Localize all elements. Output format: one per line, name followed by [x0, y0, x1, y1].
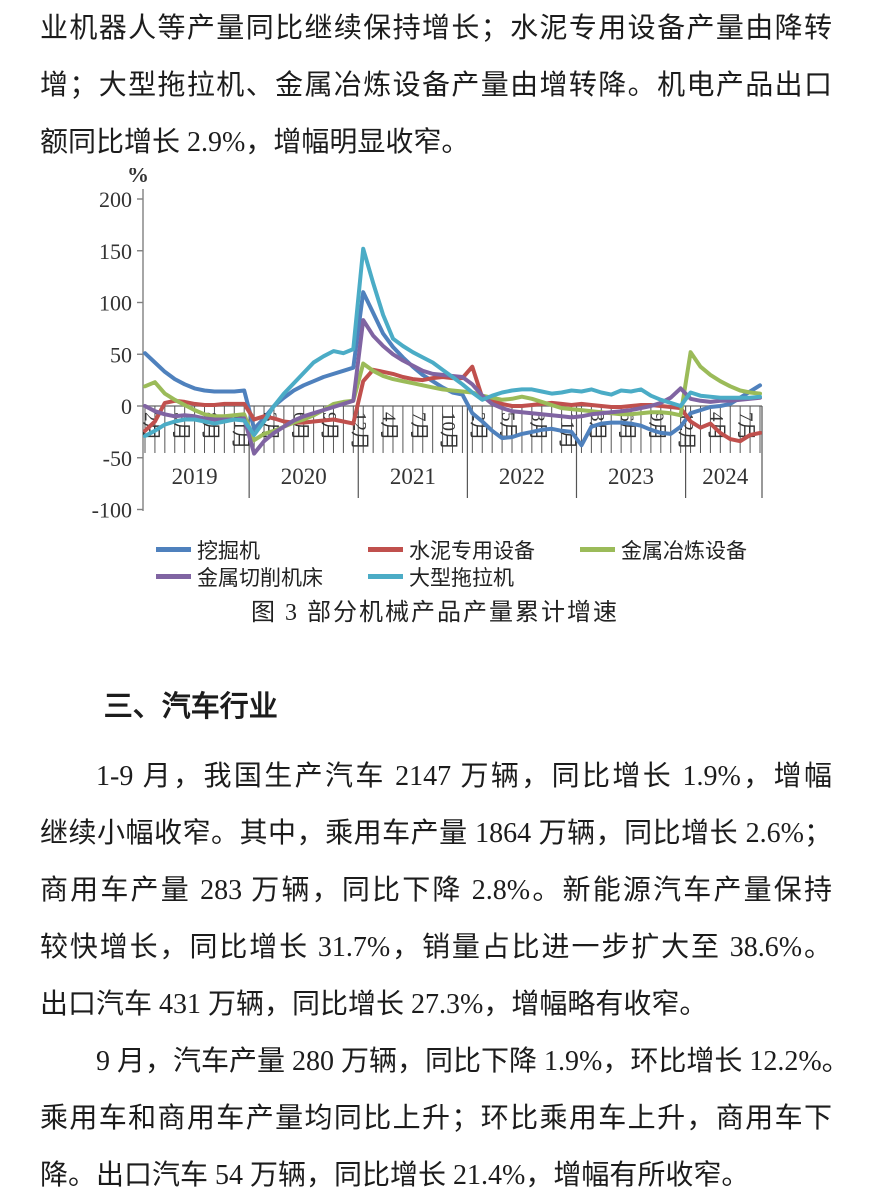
section-heading: 三、汽车行业	[103, 691, 278, 723]
month-tick-label: 9月	[319, 412, 340, 441]
paragraph-auto-cumulative: 1-9 月，我国生产汽车 2147 万辆，同比增长 1.9%，增幅 继续小幅收窄…	[40, 748, 832, 1033]
y-axis-tick-label: 150	[99, 239, 132, 264]
figure-3: % 200 150 100 50 0 -50 -100 2019 2020 2021 2022 2023…	[60, 168, 820, 648]
month-tick-label: 2月	[467, 412, 488, 441]
y-axis-unit-label: %	[127, 168, 149, 187]
legend-label: 大型拖拉机	[409, 565, 514, 590]
year-label: 2020	[281, 464, 327, 489]
text-line: 较快增长，同比增长 31.7%，销量占比进一步扩大至 38.6%。	[40, 932, 832, 963]
month-tick-label: 5月	[497, 412, 518, 441]
legend-item-1: 水泥专用设备	[368, 535, 580, 565]
y-axis-tick-label: -50	[103, 446, 132, 471]
legend-item-3: 金属切削机床	[156, 562, 368, 592]
legend-item-0: 挖掘机	[156, 535, 368, 565]
legend-item-2: 金属冶炼设备	[580, 535, 747, 565]
legend-swatch	[156, 574, 191, 579]
text-line: 降。出口汽车 54 万辆，同比增长 21.4%，增幅有所收窄。	[40, 1160, 750, 1191]
year-label: 2022	[499, 464, 545, 489]
text-line: 9 月，汽车产量 280 万辆，同比下降 1.9%，环比增长 12.2%。	[96, 1046, 850, 1077]
paragraph-machinery: 业机器人等产量同比继续保持增长；水泥专用设备产量由降转 增；大型拖拉机、金属冶炼…	[40, 0, 832, 171]
text-line: 额同比增长 2.9%，增幅明显收窄。	[40, 127, 470, 158]
legend-label: 金属切削机床	[197, 565, 323, 590]
legend-label: 金属冶炼设备	[621, 538, 747, 563]
month-tick-label: 6月	[616, 412, 637, 441]
legend-swatch	[368, 547, 403, 552]
chart-legend: 挖掘机 水泥专用设备 金属冶炼设备金属切削机床 大型拖拉机	[156, 536, 747, 590]
legend-swatch	[368, 574, 403, 579]
legend-item-4: 大型拖拉机	[368, 562, 580, 592]
text-line: 业机器人等产量同比继续保持增长；水泥专用设备产量由降转	[40, 13, 832, 44]
line-chart: %200 150 100 50 0 -50 -100 2019 2020 2021 2022 2023…	[92, 168, 763, 523]
paragraph-auto-september: 9 月，汽车产量 280 万辆，同比下降 1.9%，环比增长 12.2%。 乘用…	[40, 1033, 850, 1204]
figure-caption: 图 3 部分机械产品产量累计增速	[251, 600, 619, 626]
month-tick-label: 4月	[378, 412, 399, 441]
month-tick-label: 12月	[348, 412, 369, 450]
month-tick-label: 7月	[408, 412, 429, 441]
text-line: 商用车产量 283 万辆，同比下降 2.8%。新能源汽车产量保持	[40, 875, 832, 906]
legend-label: 挖掘机	[197, 538, 260, 563]
y-axis-tick-label: 200	[99, 187, 132, 212]
text-line: 增；大型拖拉机、金属冶炼设备产量由增转降。机电产品出口	[40, 70, 832, 101]
legend-swatch	[156, 547, 191, 552]
y-axis-tick-label: 100	[99, 291, 132, 316]
legend-label: 水泥专用设备	[409, 538, 535, 563]
y-axis-tick-label: 0	[121, 394, 132, 419]
series-line-4	[143, 246, 762, 438]
year-label: 2023	[608, 464, 654, 489]
year-label: 2024	[702, 464, 749, 489]
y-axis-tick-label: -100	[92, 498, 132, 523]
text-line: 继续小幅收窄。其中，乘用车产量 1864 万辆，同比增长 2.6%；	[40, 818, 832, 849]
legend-swatch	[580, 547, 615, 552]
text-line: 出口汽车 431 万辆，同比增长 27.3%，增幅略有收窄。	[40, 989, 708, 1020]
month-tick-label: 10月	[438, 412, 459, 450]
text-line: 1-9 月，我国生产汽车 2147 万辆，同比增长 1.9%，增幅	[96, 761, 832, 792]
y-axis-tick-label: 50	[110, 342, 132, 367]
year-label: 2019	[172, 464, 218, 489]
month-tick-label: 9月	[646, 412, 667, 441]
year-label: 2021	[390, 464, 436, 489]
text-line: 乘用车和商用车产量均同比上升；环比乘用车上升，商用车下	[40, 1103, 832, 1134]
